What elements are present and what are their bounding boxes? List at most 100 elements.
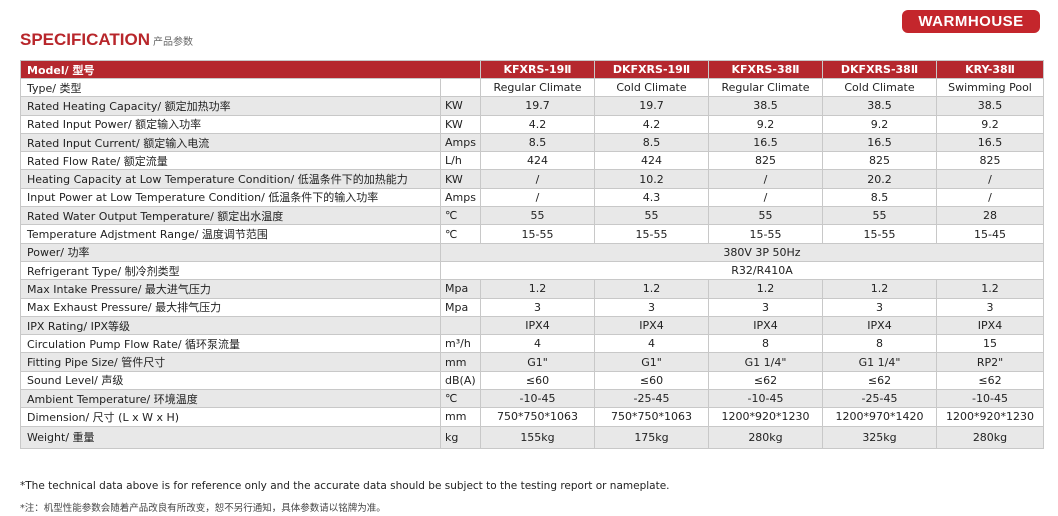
value-cell: 3 <box>708 297 823 317</box>
value-cell: G1" <box>480 352 595 372</box>
value-cell: 3 <box>936 297 1044 317</box>
value-cell: IPX4 <box>936 315 1044 336</box>
value-cell: 155kg <box>480 425 595 449</box>
value-cell: 16.5 <box>936 132 1044 153</box>
value-cell: 10.2 <box>594 169 709 189</box>
value-cell: 4.2 <box>480 114 595 134</box>
value-cell: Cold Climate <box>822 77 937 98</box>
title: SPECIFICATION <box>20 30 151 49</box>
spec-row: Ambient Temperature/ 环境温度 ℃ -10-45 -25-45 -1… <box>20 389 1044 409</box>
spec-row: Power/ 功率 380V 3P 50Hz <box>20 242 1044 262</box>
merged-value: 380V 3P 50Hz <box>440 242 1044 262</box>
row-label: Temperature Adjstment Range/ 温度调节范围 <box>20 224 441 244</box>
value-cell: 1.2 <box>708 279 823 299</box>
value-cell: ≤62 <box>936 370 1044 391</box>
row-label: Heating Capacity at Low Temperature Cond… <box>20 169 441 189</box>
value-cell: 1.2 <box>480 279 595 299</box>
value-cell: IPX4 <box>480 315 595 336</box>
value-cell: 4.2 <box>594 114 709 134</box>
value-cell: 175kg <box>594 425 709 449</box>
value-cell: 38.5 <box>936 96 1044 116</box>
row-label: Rated Water Output Temperature/ 额定出水温度 <box>20 206 441 226</box>
value-cell: IPX4 <box>708 315 823 336</box>
value-cell: / <box>936 187 1044 208</box>
value-cell: 8.5 <box>594 132 709 153</box>
value-cell: 424 <box>594 151 709 171</box>
value-cell: 1.2 <box>594 279 709 299</box>
note: *The technical data above is for referen… <box>20 480 670 492</box>
row-label: Rated Heating Capacity/ 额定加热功率 <box>20 96 441 116</box>
value-cell: 16.5 <box>822 132 937 153</box>
value-cell: 3 <box>480 297 595 317</box>
unit: Amps <box>440 187 481 208</box>
value-cell: -25-45 <box>594 389 709 409</box>
value-cell: 15-45 <box>936 224 1044 244</box>
value-cell: -10-45 <box>708 389 823 409</box>
spec-row: Max Exhaust Pressure/ 最大排气压力 Mpa 3 3 3 3 3 <box>20 297 1044 317</box>
value-cell: 1200*970*1420 <box>822 407 937 427</box>
value-cell: 38.5 <box>822 96 937 116</box>
spec-row: Temperature Adjstment Range/ 温度调节范围 ℃ 15-5… <box>20 224 1044 244</box>
value-cell: 8.5 <box>480 132 595 153</box>
value-cell: 15-55 <box>822 224 937 244</box>
value-cell: 8 <box>708 334 823 354</box>
merged-value: R32/R410A <box>440 260 1044 281</box>
row-label: Refrigerant Type/ 制冷剂类型 <box>20 260 441 281</box>
value-cell: RP2" <box>936 352 1044 372</box>
value-cell: 9.2 <box>822 114 937 134</box>
unit: KW <box>440 169 481 189</box>
header-cell: Model/ 型号 <box>20 60 481 79</box>
subtitle: 产品参数 <box>153 37 194 48</box>
spec-row: Weight/ 重量 kg 155kg 175kg 280kg 325kg 280kg <box>20 425 1044 449</box>
spec-row: Sound Level/ 声级 dB(A) ≤60 ≤60 ≤62 ≤62 ≤62 <box>20 370 1044 391</box>
value-cell: 1.2 <box>936 279 1044 299</box>
row-label: IPX Rating/ IPX等级 <box>20 315 441 336</box>
spec-row: Fitting Pipe Size/ 管件尺寸 mm G1" G1" G1 1/4" G1… <box>20 352 1044 372</box>
value-cell: 825 <box>936 151 1044 171</box>
value-cell: 750*750*1063 <box>594 407 709 427</box>
spec-row: Rated Water Output Temperature/ 额定出水温度 ℃ 5… <box>20 206 1044 226</box>
header-row: Model/ 型号 KFXRS-19Ⅱ DKFXRS-19Ⅱ KFXRS-38Ⅱ DKF… <box>20 60 1044 79</box>
row-label: Type/ 类型 <box>20 77 441 98</box>
header-cell: DKFXRS-38Ⅱ <box>822 60 937 79</box>
value-cell: / <box>708 187 823 208</box>
row-label: Circulation Pump Flow Rate/ 循环泵流量 <box>20 334 441 354</box>
unit: Mpa <box>440 279 481 299</box>
value-cell: 4 <box>480 334 595 354</box>
value-cell: 4 <box>594 334 709 354</box>
value-cell: -10-45 <box>480 389 595 409</box>
value-cell: / <box>480 187 595 208</box>
unit: Amps <box>440 132 481 153</box>
row-label: Max Exhaust Pressure/ 最大排气压力 <box>20 297 441 317</box>
value-cell: IPX4 <box>594 315 709 336</box>
spec-row: Rated Heating Capacity/ 额定加热功率 KW 19.7 19.7… <box>20 96 1044 116</box>
value-cell: 3 <box>822 297 937 317</box>
value-cell: 280kg <box>936 425 1044 449</box>
spec-row: Input Power at Low Temperature Condition… <box>20 187 1044 208</box>
spec-row: Dimension/ 尺寸 (L x W x H) mm 750*750*1063 7… <box>20 407 1044 427</box>
value-cell: 424 <box>480 151 595 171</box>
value-cell: ≤62 <box>822 370 937 391</box>
row-label: Power/ 功率 <box>20 242 441 262</box>
spec-row: Heating Capacity at Low Temperature Cond… <box>20 169 1044 189</box>
unit: mm <box>440 352 481 372</box>
value-cell: 3 <box>594 297 709 317</box>
value-cell: ≤60 <box>480 370 595 391</box>
unit: L/h <box>440 151 481 171</box>
header-cell: DKFXRS-19Ⅱ <box>594 60 709 79</box>
unit: m³/h <box>440 334 481 354</box>
value-cell: ≤62 <box>708 370 823 391</box>
spec-row: Rated Flow Rate/ 额定流量 L/h 424 424 825 825 825 <box>20 151 1044 171</box>
unit: ℃ <box>440 224 481 244</box>
value-cell: / <box>936 169 1044 189</box>
unit <box>440 315 481 336</box>
value-cell: 20.2 <box>822 169 937 189</box>
value-cell: Swimming Pool <box>936 77 1044 98</box>
row-label: Rated Flow Rate/ 额定流量 <box>20 151 441 171</box>
value-cell: 38.5 <box>708 96 823 116</box>
unit: Mpa <box>440 297 481 317</box>
unit: dB(A) <box>440 370 481 391</box>
value-cell: IPX4 <box>822 315 937 336</box>
value-cell: 15-55 <box>594 224 709 244</box>
